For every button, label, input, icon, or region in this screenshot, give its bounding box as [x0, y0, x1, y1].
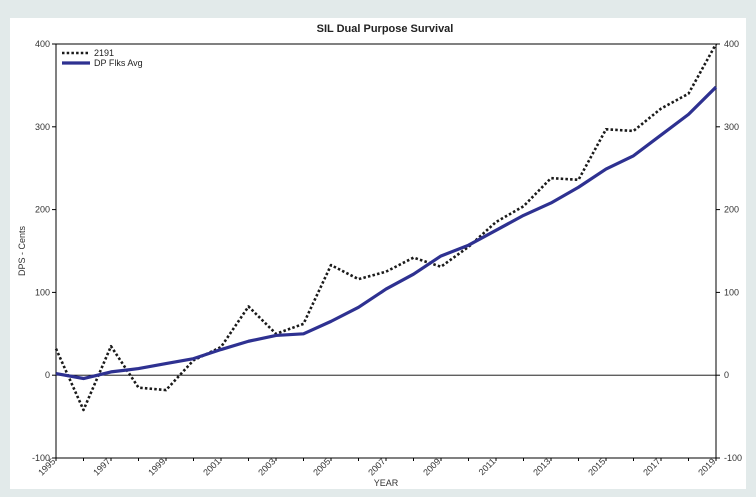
- right-y-tick-label: 400: [724, 39, 739, 49]
- x-tick-label: 1997: [91, 456, 112, 477]
- x-tick-label: 2001: [201, 456, 222, 477]
- right-y-tick-label: 0: [724, 370, 729, 380]
- x-tick-label: 2013: [531, 456, 552, 477]
- left-y-tick-label: 400: [35, 39, 50, 49]
- right-y-tick-label: 300: [724, 122, 739, 132]
- x-tick-label: 2003: [256, 456, 277, 477]
- left-y-axis-ticks: -100 0 100 200 300 400: [32, 39, 56, 463]
- left-y-tick-label: 200: [35, 205, 50, 215]
- legend-label-2191: 2191: [94, 48, 114, 58]
- left-y-tick-label: 0: [45, 370, 50, 380]
- x-tick-label: 2005: [311, 456, 332, 477]
- series-layer: [54, 43, 718, 412]
- chart-title: SIL Dual Purpose Survival: [317, 23, 454, 35]
- x-tick-label: 2019: [696, 456, 717, 477]
- legend-label-dp-flks-avg: DP Flks Avg: [94, 58, 143, 68]
- legend: 2191 DP Flks Avg: [62, 48, 143, 68]
- right-y-tick-label: 100: [724, 287, 739, 297]
- x-tick-label: 2015: [586, 456, 607, 477]
- right-y-tick-label: 200: [724, 205, 739, 215]
- right-y-tick-label: -100: [724, 453, 742, 463]
- chart-panel: SIL Dual Purpose Survival -100 0 100 200 300…: [10, 18, 746, 489]
- plot-frame: [55, 43, 717, 459]
- right-y-axis-ticks: -100 0 100 200 300 400: [716, 39, 742, 463]
- y-axis-title: DPS - Cents: [17, 225, 27, 276]
- left-y-tick-label: 300: [35, 122, 50, 132]
- x-tick-label: 2009: [421, 456, 442, 477]
- x-axis-title: YEAR: [374, 478, 399, 488]
- x-axis-ticks: 1995 1997 1999 2001 2003 2005 2007 2009 2011 2013…: [36, 456, 717, 477]
- x-tick-label: 2017: [641, 456, 662, 477]
- x-tick-label: 2007: [366, 456, 387, 477]
- x-tick-label: 2011: [477, 456, 498, 477]
- series-line-2191: [54, 43, 718, 412]
- left-y-tick-label: 100: [35, 287, 50, 297]
- left-y-tick-label: -100: [32, 453, 50, 463]
- line-chart: SIL Dual Purpose Survival -100 0 100 200 300…: [17, 23, 742, 488]
- series-line-dp-flks-avg: [55, 85, 718, 381]
- x-tick-label: 1999: [146, 456, 167, 477]
